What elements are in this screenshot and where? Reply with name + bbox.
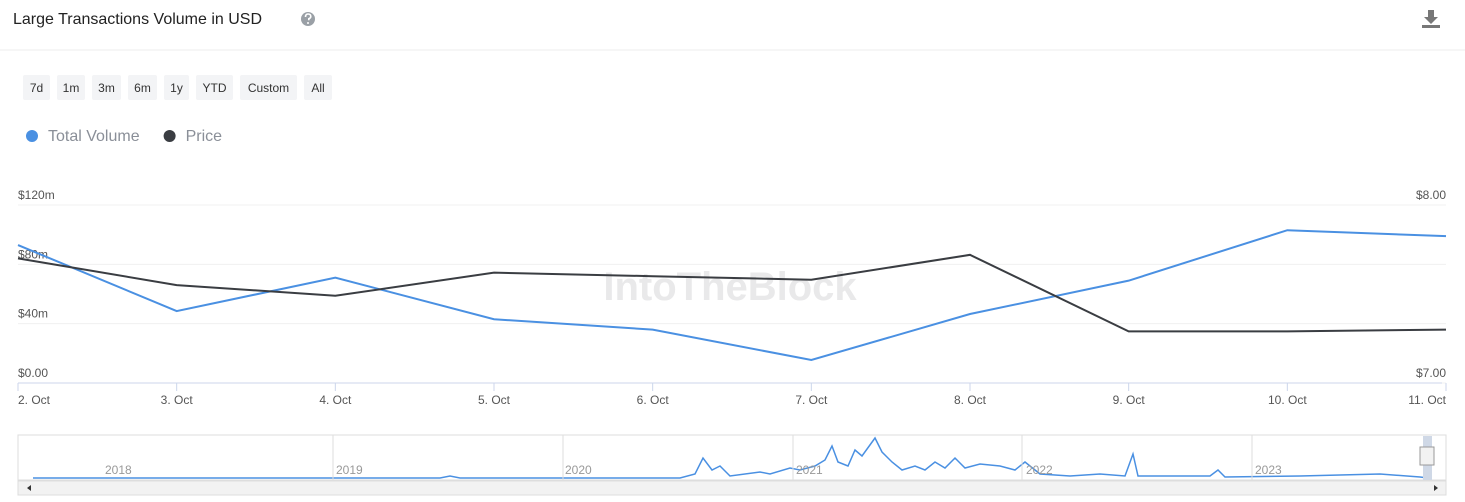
x-tick-label: 7. Oct [795, 393, 828, 407]
button-bg[interactable] [304, 75, 332, 100]
y-tick-label: $0.00 [18, 366, 48, 380]
button-bg[interactable] [128, 75, 157, 100]
button-bg[interactable] [240, 75, 297, 100]
navigator-year: 2023 [1255, 463, 1282, 477]
x-tick-label: 3. Oct [161, 393, 194, 407]
button-label[interactable]: 3m [98, 81, 115, 95]
legend-marker[interactable] [26, 130, 38, 142]
watermark: IntoTheBlock [603, 265, 857, 309]
legend-marker[interactable] [163, 130, 176, 142]
x-tick-label: 9. Oct [1113, 393, 1146, 407]
series-line [17, 229, 1447, 362]
button-label[interactable]: 1y [170, 81, 183, 95]
button-bg[interactable] [23, 75, 50, 100]
button-label[interactable]: 7d [30, 81, 43, 95]
x-tick-label: 4. Oct [319, 393, 352, 407]
x-tick-label: 6. Oct [637, 393, 670, 407]
button-bg[interactable] [57, 75, 85, 100]
range-button[interactable]: 6m [128, 75, 157, 100]
y2-tick-label: $8.00 [1416, 188, 1446, 202]
range-button[interactable]: 7d [23, 75, 50, 100]
x-tick-label: 11. Oct [1408, 393, 1446, 407]
button-bg[interactable] [196, 75, 233, 100]
navigator-year: 2019 [336, 463, 363, 477]
navigator [17, 434, 1447, 496]
button-label[interactable]: YTD [203, 81, 227, 95]
y-tick-label: $120m [18, 188, 55, 202]
button-bg[interactable] [92, 75, 121, 100]
range-button[interactable]: 3m [92, 75, 121, 100]
range-button[interactable]: Custom [240, 75, 297, 100]
navigator-year: 2018 [105, 463, 132, 477]
y2-tick-label: $7.00 [1416, 366, 1446, 380]
y-tick-label: $40m [18, 307, 48, 321]
download-icon[interactable] [1422, 10, 1440, 28]
legend-label[interactable]: Price [186, 128, 223, 145]
range-button[interactable]: YTD [196, 75, 233, 100]
y-tick-label: $80m [18, 247, 48, 261]
button-label[interactable]: 1m [63, 81, 80, 95]
navigator-year: 2020 [565, 463, 592, 477]
series-line [17, 253, 1447, 333]
button-label[interactable]: All [311, 81, 324, 95]
range-button[interactable]: All [304, 75, 332, 100]
range-button[interactable]: 1m [57, 75, 85, 100]
x-tick-label: 2. Oct [18, 393, 51, 407]
title: Large Transactions Volume in USD [13, 11, 262, 28]
button-label[interactable]: 6m [134, 81, 151, 95]
navigator-year: 2021 [796, 463, 823, 477]
legend-label[interactable]: Total Volume [48, 128, 140, 145]
button-bg[interactable] [164, 75, 189, 100]
range-button[interactable]: 1y [164, 75, 189, 100]
help-icon[interactable] [301, 12, 315, 26]
x-tick-label: 10. Oct [1268, 393, 1307, 407]
x-tick-label: 5. Oct [478, 393, 511, 407]
navigator-year: 2022 [1026, 463, 1053, 477]
button-label[interactable]: Custom [248, 81, 289, 95]
x-tick-label: 8. Oct [954, 393, 987, 407]
